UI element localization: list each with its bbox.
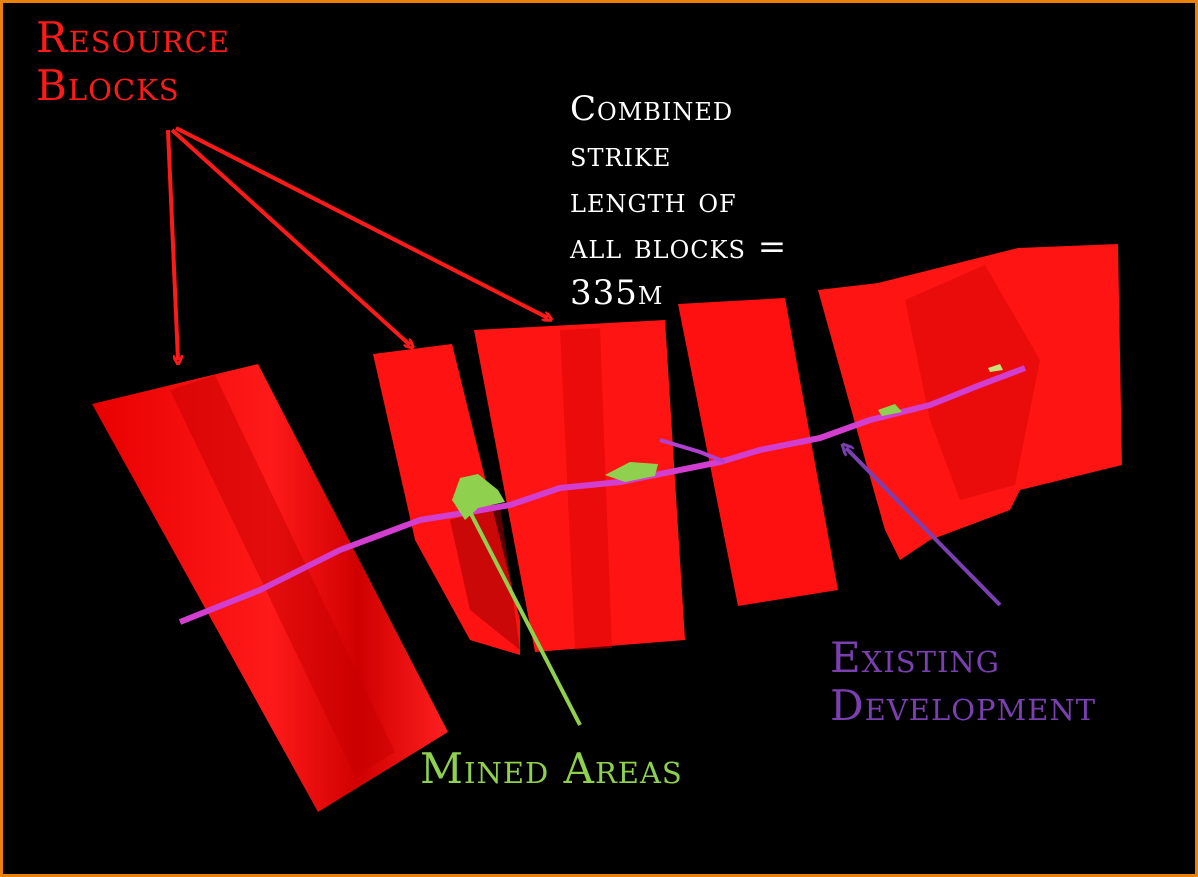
strike-length-line-4: all blocks = — [570, 227, 788, 267]
strike-length-line-3: length of — [570, 181, 737, 221]
resource-arrow-2 — [170, 128, 410, 345]
existing-development-line-1: Existing — [830, 633, 1000, 682]
resource-blocks-line-1: Resource — [36, 13, 231, 62]
resource-block-3-shade — [560, 328, 612, 650]
strike-length-label: Combined strike length of all blocks = 3… — [570, 86, 787, 316]
resource-arrow-3 — [175, 126, 548, 318]
mined-areas-label: Mined Areas — [420, 744, 683, 793]
resource-block-2-dark — [450, 505, 520, 650]
mined-area-3 — [878, 404, 902, 416]
resource-block-5-shade — [905, 265, 1040, 500]
strike-length-line-2: strike — [570, 135, 672, 175]
existing-development-label: Existing Development — [830, 634, 1096, 730]
existing-development-arrow — [846, 448, 1002, 607]
resource-blocks-line-2: Blocks — [36, 61, 180, 110]
existing-development-line-2: Development — [830, 681, 1097, 730]
mined-area-2 — [605, 462, 658, 482]
resource-blocks-label: Resource Blocks — [36, 14, 230, 110]
mined-area-4 — [988, 364, 1003, 372]
mined-areas-arrow — [468, 508, 582, 726]
strike-length-line-1: Combined — [570, 89, 734, 129]
strike-length-line-5: 335m — [570, 273, 664, 313]
resource-block-5 — [818, 244, 1122, 560]
existing-development-branch — [659, 438, 726, 464]
resource-arrow-1 — [166, 129, 178, 360]
